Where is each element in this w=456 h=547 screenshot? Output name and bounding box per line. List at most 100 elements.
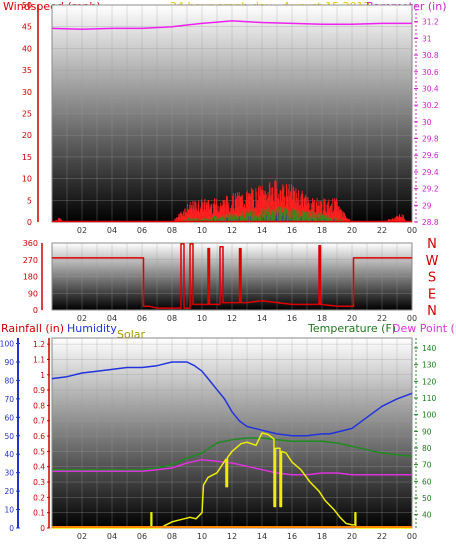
wind-panel-x-tick-label: 12 [227, 226, 237, 235]
temperature-tick-label: 80 [422, 444, 432, 453]
direction-panel-x-tick-label: 08 [167, 314, 177, 323]
barometer-tick-label: 30.4 [422, 84, 439, 93]
wind-panel-x-tick-label: 08 [167, 226, 177, 235]
direction-panel-x-tick-label: 12 [227, 314, 237, 323]
temp-panel-x-tick-label: 18 [317, 532, 327, 541]
wind-panel-x-tick-label: 20 [347, 226, 357, 235]
barometer-tick-label: 29.8 [422, 135, 439, 144]
windspeed-tick-label: 0 [27, 218, 32, 227]
temperature-tick-label: 40 [422, 511, 432, 520]
wind-panel-x-tick-label: 00 [407, 226, 417, 235]
dewpoint-axis-label: Dew Point (F) [392, 322, 456, 335]
rainfall-tick-label: 0.2 [33, 493, 45, 502]
windspeed-tick-label: 45 [22, 23, 32, 32]
temperature-line [52, 437, 413, 471]
humidity-tick-label: 100 [0, 340, 14, 349]
barometer-tick-label: 29.6 [422, 151, 439, 160]
direction-panel-x-tick-label: 18 [317, 314, 327, 323]
direction-panel-x-tick-label: 00 [407, 314, 417, 323]
barometer-tick-label: 28.8 [422, 218, 439, 227]
rainfall-tick-label: 0.5 [33, 447, 45, 456]
barometer-tick-label: 31.2 [422, 18, 439, 27]
direction-tick-label: 270 [23, 256, 38, 265]
rainfall-tick-label: 0.9 [33, 386, 45, 395]
humidity-tick-label: 90 [4, 358, 14, 367]
temp-panel-x-tick-label: 00 [407, 532, 417, 541]
direction-tick-label: 360 [23, 239, 38, 248]
rainfall-tick-label: 1.2 [33, 340, 45, 349]
temperature-tick-label: 120 [422, 377, 437, 386]
compass-label-n: N [427, 237, 437, 252]
humidity-tick-label: 50 [4, 432, 14, 441]
temp-panel-x-tick-label: 06 [137, 532, 147, 541]
humidity-line [51, 361, 413, 437]
humidity-tick-label: 10 [4, 506, 14, 515]
wind-panel-x-tick-label: 04 [107, 226, 117, 235]
humidity-tick-label: 60 [4, 413, 14, 422]
temp-panel-x-tick-label: 22 [377, 532, 387, 541]
wind-panel-x-tick-label: 10 [197, 226, 207, 235]
temperature-axis-label: Temperature (F) [307, 322, 396, 335]
barometer-tick-label: 29 [422, 201, 432, 210]
humidity-tick-label: 80 [4, 376, 14, 385]
humidity-tick-label: 70 [4, 395, 14, 404]
direction-panel-x-tick-label: 22 [377, 314, 387, 323]
direction-panel-x-tick-label: 20 [347, 314, 357, 323]
temperature-tick-label: 70 [422, 461, 432, 470]
temperature-tick-label: 140 [422, 344, 437, 353]
temperature-tick-label: 60 [422, 477, 432, 486]
rainfall-tick-label: 0.6 [33, 432, 45, 441]
windspeed-tick-label: 30 [22, 88, 32, 97]
direction-tick-label: 90 [28, 289, 38, 298]
wind-panel-x-tick-label: 06 [137, 226, 147, 235]
compass-label-w: W [426, 254, 439, 269]
wind-direction-line [52, 243, 412, 309]
temperature-tick-label: 50 [422, 494, 432, 503]
wind-panel-x-tick-label: 16 [287, 226, 297, 235]
temp-panel-x-tick-label: 16 [287, 532, 297, 541]
wind-panel-x-tick-label: 02 [77, 226, 87, 235]
temperature-tick-label: 110 [422, 394, 437, 403]
windspeed-tick-label: 15 [22, 153, 32, 162]
direction-tick-label: 180 [23, 273, 38, 282]
temp-panel-x-tick-label: 10 [197, 532, 207, 541]
barometer-tick-label: 29.4 [422, 168, 439, 177]
direction-panel-hgrid [52, 242, 412, 311]
windspeed-tick-label: 40 [22, 44, 32, 53]
humidity-tick-label: 0 [9, 524, 14, 533]
windspeed-tick-label: 25 [22, 110, 32, 119]
rainfall-axis-label: Rainfall (in) [1, 322, 64, 335]
rainfall-tick-label: 0 [40, 524, 45, 533]
humidity-axis-label: Humidity [67, 322, 117, 335]
humidity-tick-label: 30 [4, 469, 14, 478]
rainfall-tick-label: 1.1 [33, 355, 45, 364]
temperature-tick-label: 100 [422, 411, 437, 420]
windspeed-tick-label: 5 [27, 196, 32, 205]
windspeed-tick-label: 50 [22, 1, 32, 10]
rainfall-tick-label: 0.4 [33, 463, 45, 472]
temp-panel-x-tick-label: 14 [257, 532, 267, 541]
temp-panel-x-tick-label: 08 [167, 532, 177, 541]
temp-panel-x-tick-label: 20 [347, 532, 357, 541]
windspeed-tick-label: 35 [22, 66, 32, 75]
rainfall-tick-label: 0.7 [33, 417, 45, 426]
direction-tick-label: 0 [33, 306, 38, 315]
barometer-tick-label: 31 [422, 34, 432, 43]
temp-panel-x-tick-label: 04 [107, 532, 117, 541]
wind-panel-x-tick-label: 14 [257, 226, 267, 235]
temp-panel-x-tick-label: 02 [77, 532, 87, 541]
windspeed-tick-label: 20 [22, 131, 32, 140]
wind-panel-x-tick-label: 22 [377, 226, 387, 235]
humidity-tick-label: 20 [4, 487, 14, 496]
barometer-line [51, 20, 412, 30]
barometer-tick-label: 30 [422, 118, 432, 127]
barometer-tick-label: 30.8 [422, 51, 439, 60]
dewpoint-line [52, 458, 412, 476]
barometer-tick-label: 30.2 [422, 101, 439, 110]
wind-panel-x-tick-label: 18 [317, 226, 327, 235]
compass-label-e: E [428, 287, 436, 302]
compass-label-s: S [428, 271, 436, 286]
rainfall-tick-label: 1 [40, 371, 45, 380]
direction-panel-x-tick-label: 16 [287, 314, 297, 323]
